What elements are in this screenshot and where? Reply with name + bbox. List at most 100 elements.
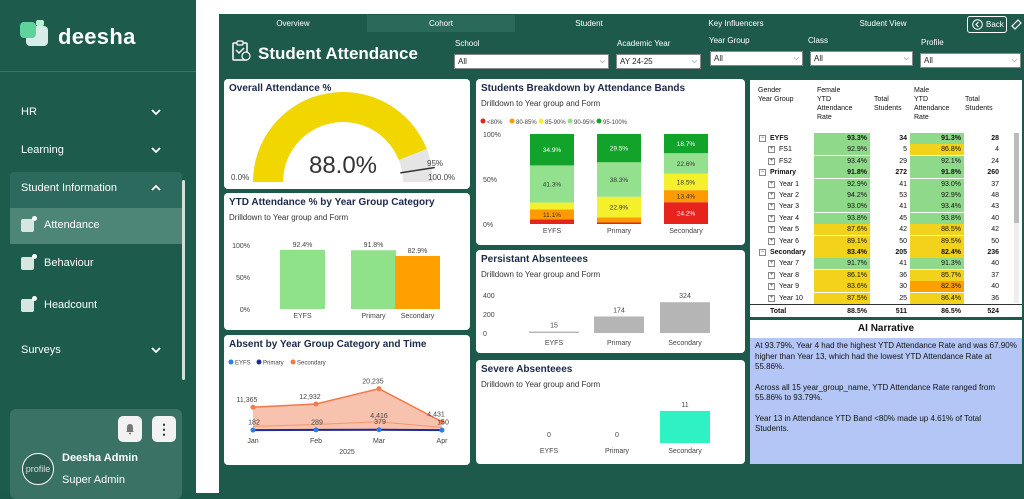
notification-button[interactable]: [118, 416, 142, 442]
expand-icon[interactable]: +: [768, 260, 775, 267]
tab-cohort[interactable]: Cohort: [367, 15, 515, 32]
bell-icon: [125, 423, 135, 435]
expand-icon[interactable]: +: [768, 181, 775, 188]
more-options-button[interactable]: ⋮: [152, 416, 176, 442]
expand-icon[interactable]: +: [768, 226, 775, 233]
school-select[interactable]: All⌵: [454, 54, 609, 69]
expand-icon[interactable]: +: [768, 146, 775, 153]
sidebar-item-learning[interactable]: Learning: [12, 138, 182, 162]
filter-label: School: [455, 39, 479, 48]
eyfs-data-label: 379: [374, 419, 386, 426]
column-header-male-total: Total Students: [965, 95, 993, 113]
column-header-male-rate: Male YTD Attendance Rate: [914, 86, 949, 122]
male-rate-cell: 88.5%: [910, 224, 964, 235]
table-scrollbar[interactable]: [1014, 133, 1019, 303]
academic-year-select[interactable]: AY 24-25⌵: [616, 54, 701, 69]
collapse-icon[interactable]: −: [759, 135, 766, 142]
behaviour-icon: [21, 257, 34, 270]
male-total-cell: 40: [964, 213, 1002, 224]
tab-label: Cohort: [429, 19, 453, 28]
tab-key-influencers[interactable]: Key Influencers: [663, 15, 809, 32]
legend-swatch: [257, 360, 262, 365]
tab-label: Overview: [276, 19, 309, 28]
column-header-group: Gender Year Group: [758, 86, 794, 104]
male-rate-cell: 93.4%: [910, 201, 964, 212]
narrative-paragraph: At 93.79%, Year 4 had the highest YTD At…: [755, 341, 1017, 373]
select-value: All: [924, 56, 933, 65]
total-male-students: 524: [964, 306, 1002, 317]
expand-icon[interactable]: +: [768, 215, 775, 222]
profile-select[interactable]: All⌵: [920, 53, 1021, 68]
expand-icon[interactable]: +: [768, 238, 775, 245]
sidebar-item-hr[interactable]: HR: [12, 100, 182, 124]
x-tick-label: Feb: [310, 438, 322, 445]
tab-overview[interactable]: Overview: [220, 15, 366, 32]
eraser-icon[interactable]: [1009, 17, 1023, 31]
tab-student[interactable]: Student: [516, 15, 662, 32]
legend-label: Secondary: [297, 361, 326, 367]
sidebar-subitem-label: Attendance: [44, 219, 100, 231]
female-total-cell: 29: [870, 156, 910, 167]
year-group-select[interactable]: All⌵: [710, 51, 803, 66]
class-select[interactable]: All⌵: [810, 51, 913, 66]
y-tick-label: 400: [483, 293, 495, 300]
eyfs-data-label: 150: [437, 420, 449, 427]
avatar[interactable]: profile: [22, 453, 54, 485]
gauge-target-label: 95%: [427, 159, 443, 168]
male-total-cell: 42: [964, 224, 1002, 235]
sidebar-subitem-behaviour[interactable]: Behaviour: [10, 246, 182, 282]
tab-student-view[interactable]: Student View: [810, 15, 956, 32]
row-label: Year 7: [779, 258, 799, 269]
narrative-title: AI Narrative: [750, 323, 1022, 334]
page-title: Student Attendance: [258, 44, 418, 64]
legend-swatch: [229, 360, 234, 365]
sidebar-item-student-information[interactable]: Student Information: [12, 176, 182, 200]
sidebar-item-surveys[interactable]: Surveys: [12, 338, 182, 362]
expand-icon[interactable]: +: [768, 192, 775, 199]
expand-icon[interactable]: +: [768, 295, 775, 302]
expand-icon[interactable]: +: [768, 272, 775, 279]
select-value: All: [458, 57, 467, 66]
segment-data-label: 18.5%: [677, 179, 696, 186]
collapse-icon[interactable]: −: [759, 249, 766, 256]
collapse-icon[interactable]: −: [759, 169, 766, 176]
male-rate-cell: 92.9%: [910, 190, 964, 201]
male-rate-cell: 89.5%: [910, 236, 964, 247]
sidebar-subitem-attendance[interactable]: Attendance: [10, 208, 182, 244]
user-card: ⋮ profile Deesha Admin Super Admin: [10, 409, 182, 499]
row-label: Year 5: [779, 224, 799, 235]
bar-data-label: 0: [615, 432, 619, 439]
male-total-cell: 37: [964, 179, 1002, 190]
bar-data-label: 91.8%: [364, 242, 384, 249]
legend-label: Primary: [263, 361, 284, 367]
expand-icon[interactable]: +: [768, 203, 775, 210]
expand-icon[interactable]: +: [768, 283, 775, 290]
x-tick-label: Secondary: [668, 448, 702, 455]
female-total-cell: 25: [870, 293, 910, 304]
back-button[interactable]: Back: [967, 16, 1007, 33]
male-rate-cell: 93.8%: [910, 213, 964, 224]
sidebar-item-label: Student Information: [21, 182, 117, 194]
female-rate-cell: 92.9%: [814, 144, 870, 155]
y-tick-label: 0%: [483, 222, 493, 229]
sidebar-scrollbar[interactable]: [182, 180, 185, 380]
expand-icon[interactable]: +: [768, 158, 775, 165]
sidebar-subitem-headcount[interactable]: Headcount: [10, 288, 182, 324]
